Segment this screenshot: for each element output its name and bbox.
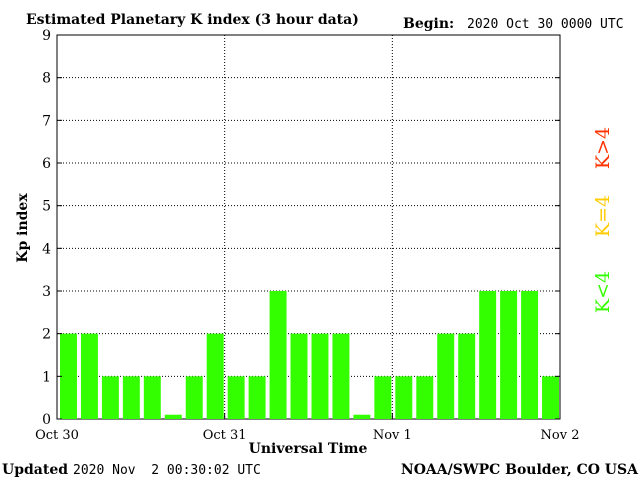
kp-bar — [458, 333, 476, 419]
gridlines — [57, 35, 560, 419]
legend-k-greater-4: K>4 — [592, 127, 614, 169]
x-axis-ticks: Oct 30 Oct 31 Nov 1 Nov 2 — [35, 413, 579, 443]
x-tick-label: Oct 31 — [203, 428, 247, 443]
y-tick-label: 2 — [42, 327, 51, 343]
chart-title: Estimated Planetary K index (3 hour data… — [26, 12, 359, 28]
kp-bar — [60, 333, 77, 419]
kp-bar — [521, 291, 539, 419]
kp-bar — [374, 376, 392, 419]
y-tick-label: 5 — [42, 199, 51, 215]
kp-bar — [395, 376, 413, 419]
x-tick-label: Nov 2 — [541, 428, 580, 443]
kp-bar — [290, 333, 308, 419]
y-tick-label: 0 — [42, 412, 51, 428]
updated-label: Updated — [2, 462, 68, 478]
kp-bar — [101, 376, 119, 419]
kp-bar — [479, 291, 497, 419]
plot-frame — [56, 34, 561, 420]
begin-date: 2020 Oct 30 0000 UTC — [467, 17, 624, 32]
y-tick-label: 1 — [42, 369, 51, 385]
kp-bar — [143, 376, 161, 419]
kp-bar — [437, 333, 455, 419]
kp-bar — [542, 376, 559, 419]
y-tick-label: 8 — [42, 71, 51, 87]
y-tick-label: 6 — [42, 156, 51, 172]
kp-bar — [185, 376, 203, 419]
kp-bar — [416, 376, 434, 419]
credit-text: NOAA/SWPC Boulder, CO USA — [401, 462, 639, 478]
plot-area: 0 1 2 3 4 5 6 7 8 9 Oct 30 Oct 31 Nov 1 Nov 2 — [35, 28, 579, 443]
x-axis-title: Universal Time — [249, 441, 368, 457]
kp-bar — [80, 333, 98, 419]
legend-k-less-4: K<4 — [592, 271, 614, 313]
kp-bar — [248, 376, 266, 419]
kp-bar — [206, 333, 224, 419]
y-tick-label: 4 — [42, 241, 51, 257]
y-tick-label: 7 — [42, 113, 51, 129]
kp-bar — [269, 291, 287, 419]
kp-bar — [332, 333, 350, 419]
kp-bar — [500, 291, 518, 419]
legend: K>4 K=4 K<4 — [592, 127, 614, 313]
y-axis-title: Kp index — [15, 193, 31, 263]
kp-bar — [311, 333, 329, 419]
legend-k-equal-4: K=4 — [592, 195, 614, 237]
y-axis-ticks: 0 1 2 3 4 5 6 7 8 9 — [42, 28, 560, 428]
x-tick-label: Oct 30 — [35, 428, 79, 443]
kp-bar — [353, 414, 371, 419]
kp-bar — [122, 376, 140, 419]
updated-timestamp: 2020 Nov 2 00:30:02 UTC — [73, 463, 261, 478]
kp-bar — [164, 414, 182, 419]
bars — [60, 291, 559, 419]
y-tick-label: 9 — [42, 28, 51, 44]
x-tick-label: Nov 1 — [373, 428, 412, 443]
begin-label: Begin: — [403, 16, 454, 32]
y-tick-label: 3 — [42, 284, 51, 300]
kp-bar — [227, 376, 245, 419]
